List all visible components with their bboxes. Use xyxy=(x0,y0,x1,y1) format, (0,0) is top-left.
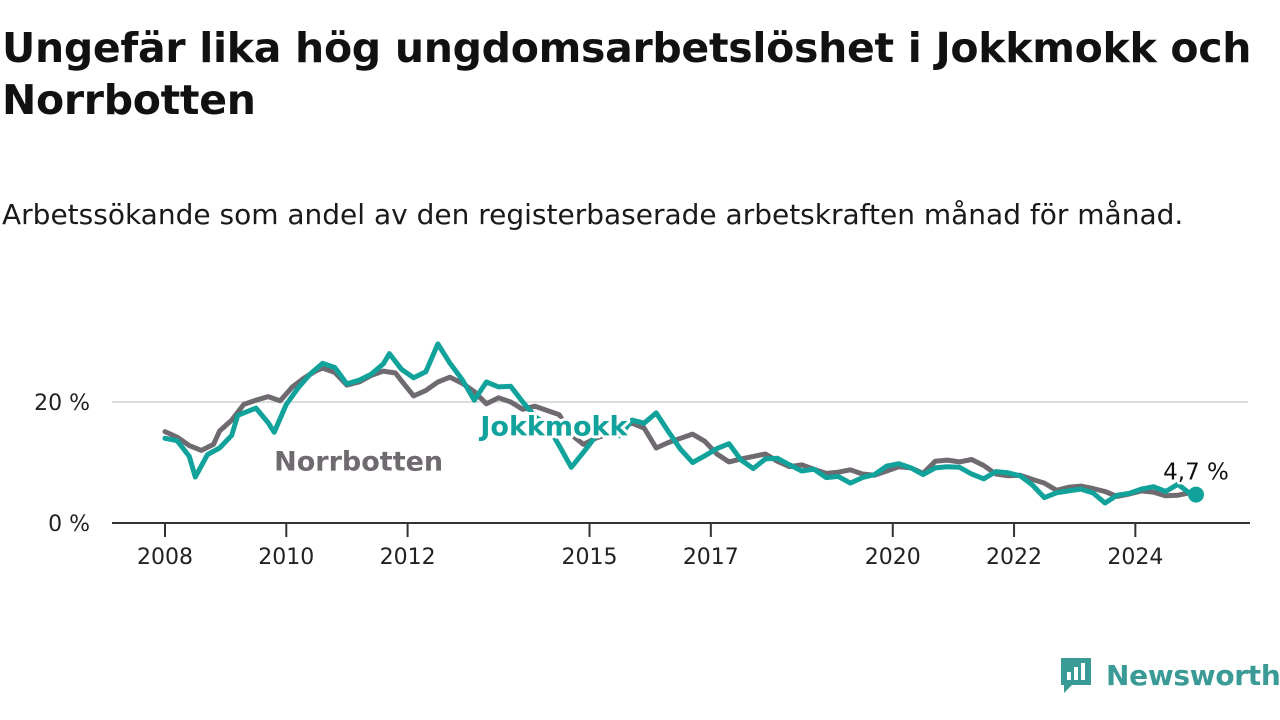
x-tick-label: 2024 xyxy=(1107,545,1163,570)
y-tick-label: 20 % xyxy=(34,391,90,416)
brand-logo: Newsworthy xyxy=(1058,654,1280,696)
grid-lines: 0 % 20 % xyxy=(34,391,1248,537)
x-axis: 2008 2010 2012 2015 2017 2020 2022 2024 xyxy=(112,522,1250,570)
x-tick-label: 2022 xyxy=(986,545,1042,570)
x-tick-label: 2015 xyxy=(562,545,618,570)
series-label-norrbotten: Norrbotten xyxy=(274,446,443,477)
end-value-label: 4,7 % xyxy=(1163,460,1229,486)
series-line-jokkmokk xyxy=(162,341,1199,506)
x-tick-label: 2012 xyxy=(380,545,436,570)
series-labels: Norrbotten Jokkmokk 4,7 % xyxy=(271,408,1231,503)
newsworthy-logo-icon xyxy=(1061,658,1091,693)
series-lines xyxy=(162,341,1199,506)
x-tick-label: 2010 xyxy=(258,545,314,570)
end-point-marker xyxy=(1188,486,1204,503)
chart-subtitle: Arbetssökande som andel av den registerb… xyxy=(2,198,1184,231)
x-tick-label: 2017 xyxy=(683,545,739,570)
series-label-jokkmokk: Jokkmokk xyxy=(478,411,628,442)
brand-name: Newsworthy xyxy=(1106,658,1280,692)
chart-title: Ungefär lika hög ungdomsarbetslöshet i J… xyxy=(2,24,1252,124)
y-tick-label: 0 % xyxy=(48,512,90,537)
x-tick-label: 2020 xyxy=(865,545,921,570)
x-tick-label: 2008 xyxy=(137,545,193,570)
